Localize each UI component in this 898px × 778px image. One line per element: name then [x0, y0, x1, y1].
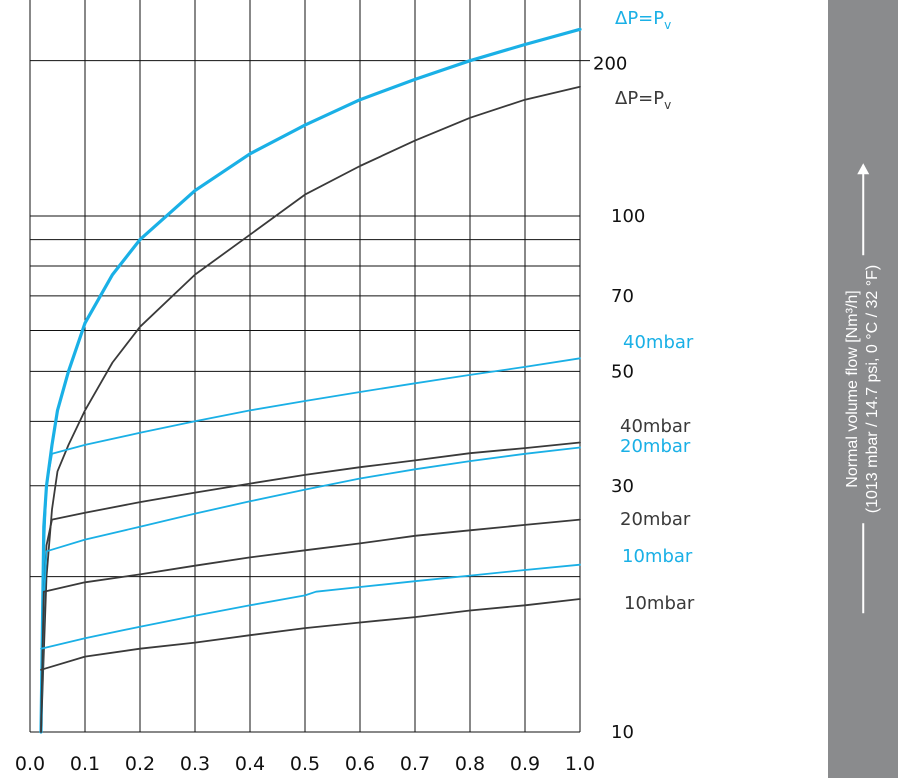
series-label: 40mbar: [623, 332, 694, 353]
series-line-0: [39, 27, 582, 734]
x-tick-label: 0.6: [345, 753, 375, 775]
series-line-3: [40, 441, 581, 733]
y-tick-label: 10: [611, 722, 634, 743]
x-tick-label: 0.4: [235, 753, 265, 775]
series-line-2: [40, 357, 581, 733]
axis-arrow-icon: [862, 164, 864, 255]
series-line-1: [40, 85, 581, 733]
x-tick-label: 0.2: [125, 753, 155, 775]
y-axis-title: Normal volume flow [Nm³/h] (1013 mbar / …: [828, 0, 898, 778]
x-tick-label: 0.7: [400, 753, 430, 775]
series-label: ΔP=Pv: [615, 8, 671, 32]
series-line-5: [40, 518, 581, 733]
axis-label-panel: [828, 0, 898, 778]
y-tick-label: 200: [593, 54, 627, 75]
chart-background: [0, 0, 828, 778]
series-label: 10mbar: [622, 546, 693, 567]
y-tick-label: 100: [611, 206, 645, 227]
y-axis-sublabel: (1013 mbar / 14.7 psi, 0 °C / 32 °F): [864, 264, 881, 514]
x-tick-label: 0.9: [510, 753, 540, 775]
axis-arrow-tail: [862, 523, 864, 614]
y-tick-label: 50: [611, 361, 634, 382]
series-line-6: [40, 563, 581, 650]
series-line-7: [40, 598, 581, 671]
x-tick-label: 0.5: [290, 753, 320, 775]
series-label: 40mbar: [620, 416, 691, 437]
x-tick-label: 0.0: [15, 753, 45, 775]
y-tick-label: 70: [611, 286, 634, 307]
y-tick-label: 30: [611, 476, 634, 497]
series-label: ΔP=Pv: [615, 88, 671, 112]
series-label: 20mbar: [620, 436, 691, 457]
series-line-4: [40, 446, 581, 733]
series-label: 10mbar: [624, 593, 695, 614]
x-tick-label: 0.1: [70, 753, 100, 775]
x-tick-label: 1.0: [565, 753, 595, 775]
y-axis-label: Normal volume flow [Nm³/h]: [844, 290, 861, 488]
series-label: 20mbar: [620, 509, 691, 530]
x-tick-label: 0.3: [180, 753, 210, 775]
x-tick-label: 0.8: [455, 753, 485, 775]
